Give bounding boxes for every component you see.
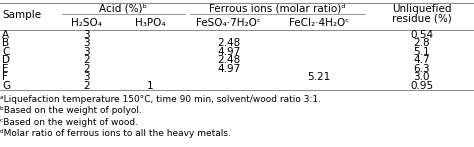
Text: 5.1: 5.1	[413, 47, 430, 57]
Text: 2: 2	[83, 81, 90, 91]
Text: FeSO₄·7H₂Oᶜ: FeSO₄·7H₂Oᶜ	[196, 18, 261, 28]
Text: 6.3: 6.3	[413, 64, 430, 74]
Text: 2: 2	[83, 55, 90, 65]
Text: 2.8: 2.8	[413, 38, 430, 48]
Text: 3.0: 3.0	[414, 72, 430, 82]
Text: F: F	[2, 72, 8, 82]
Text: 2.48: 2.48	[217, 38, 240, 48]
Text: 2: 2	[83, 64, 90, 74]
Text: Sample: Sample	[2, 10, 42, 20]
Text: 4.97: 4.97	[217, 47, 240, 57]
Text: 0.54: 0.54	[410, 30, 433, 40]
Text: FeCl₂·4H₂Oᶜ: FeCl₂·4H₂Oᶜ	[289, 18, 349, 28]
Text: B: B	[2, 38, 9, 48]
Text: residue (%): residue (%)	[392, 13, 452, 23]
Text: 3: 3	[83, 30, 90, 40]
Text: 2.48: 2.48	[217, 55, 240, 65]
Text: 4.97: 4.97	[217, 64, 240, 74]
Text: 5.21: 5.21	[307, 72, 330, 82]
Text: ᵇBased on the weight of polyol.: ᵇBased on the weight of polyol.	[0, 106, 142, 115]
Text: ᵃLiquefaction temperature 150°C, time 90 min, solvent/wood ratio 3:1.: ᵃLiquefaction temperature 150°C, time 90…	[0, 95, 321, 104]
Text: D: D	[2, 55, 10, 65]
Text: G: G	[2, 81, 10, 91]
Text: Ferrous ions (molar ratio)ᵈ: Ferrous ions (molar ratio)ᵈ	[209, 4, 346, 14]
Text: 3: 3	[83, 72, 90, 82]
Text: 3: 3	[83, 47, 90, 57]
Text: Unliquefied: Unliquefied	[392, 4, 452, 14]
Text: C: C	[2, 47, 10, 57]
Text: Acid (%)ᵇ: Acid (%)ᵇ	[99, 4, 147, 14]
Text: A: A	[2, 30, 9, 40]
Text: E: E	[2, 64, 9, 74]
Text: 1: 1	[147, 81, 154, 91]
Text: H₃PO₄: H₃PO₄	[135, 18, 166, 28]
Text: ᵈMolar ratio of ferrous ions to all the heavy metals.: ᵈMolar ratio of ferrous ions to all the …	[0, 129, 231, 138]
Text: H₂SO₄: H₂SO₄	[71, 18, 102, 28]
Text: 3: 3	[83, 38, 90, 48]
Text: 0.95: 0.95	[410, 81, 433, 91]
Text: 4.7: 4.7	[413, 55, 430, 65]
Text: ᶜBased on the weight of wood.: ᶜBased on the weight of wood.	[0, 117, 138, 127]
